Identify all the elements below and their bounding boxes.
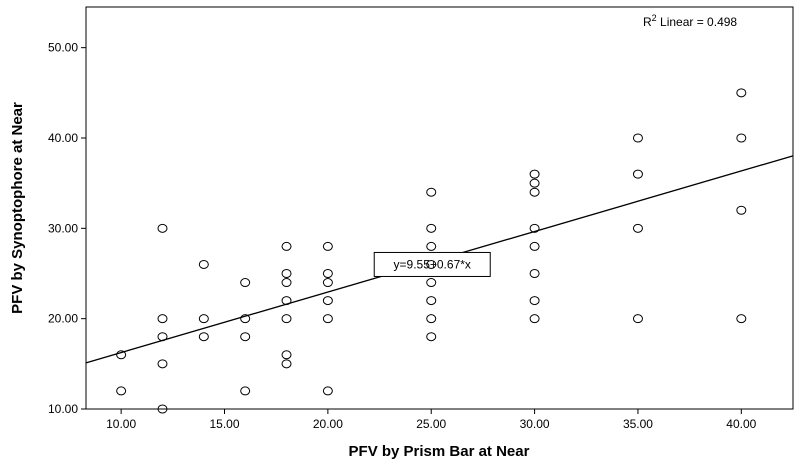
y-axis-title: PFV by Synoptophore at Near — [9, 102, 26, 314]
data-point — [736, 133, 747, 143]
data-point — [426, 223, 437, 233]
r-squared-sup: 2 — [652, 13, 657, 23]
data-point — [426, 314, 437, 324]
data-point — [529, 314, 540, 324]
y-tick-label: 40.00 — [48, 131, 78, 145]
x-tick-label: 40.00 — [726, 417, 756, 431]
data-point — [198, 259, 209, 269]
data-point — [281, 296, 292, 306]
x-axis-title: PFV by Prism Bar at Near — [349, 443, 530, 460]
data-point — [157, 314, 168, 324]
data-point — [240, 314, 251, 324]
data-point — [157, 223, 168, 233]
data-point — [157, 359, 168, 369]
data-point — [426, 332, 437, 342]
data-point — [736, 88, 747, 98]
data-point — [322, 386, 333, 396]
data-point — [529, 268, 540, 278]
data-point — [157, 332, 168, 342]
x-tick-label: 30.00 — [520, 417, 550, 431]
y-tick-label: 10.00 — [48, 402, 78, 416]
r-squared-label: R2 Linear = 0.498 — [643, 13, 737, 29]
data-point — [116, 350, 127, 360]
data-point — [529, 187, 540, 197]
data-point — [426, 241, 437, 251]
data-point — [632, 314, 643, 324]
x-tick-label: 15.00 — [209, 417, 239, 431]
data-point — [736, 205, 747, 215]
x-tick-label: 10.00 — [106, 417, 136, 431]
x-axis: 10.00 15.00 20.00 25.00 30.00 35.00 40.00 — [106, 409, 757, 431]
r-squared-prefix: R — [643, 15, 652, 29]
data-point — [632, 169, 643, 179]
data-point — [529, 296, 540, 306]
data-point — [529, 223, 540, 233]
data-point — [426, 278, 437, 288]
equation-label: y=9.55+0.67*x — [394, 257, 471, 271]
data-point — [322, 314, 333, 324]
data-point — [322, 296, 333, 306]
data-point — [426, 187, 437, 197]
y-axis: 10.00 20.00 30.00 40.00 50.00 — [48, 41, 86, 416]
data-point — [529, 241, 540, 251]
data-point — [322, 268, 333, 278]
data-point — [240, 386, 251, 396]
data-point — [322, 278, 333, 288]
data-point — [529, 178, 540, 188]
x-tick-label: 35.00 — [623, 417, 653, 431]
data-point — [281, 350, 292, 360]
y-tick-label: 50.00 — [48, 41, 78, 55]
y-tick-label: 30.00 — [48, 221, 78, 235]
plot-frame — [85, 6, 794, 410]
data-point — [240, 278, 251, 288]
data-point — [281, 314, 292, 324]
data-point — [281, 241, 292, 251]
data-point — [198, 332, 209, 342]
fit-line-group: y=9.55+0.67*x — [85, 155, 794, 364]
data-point — [529, 169, 540, 179]
x-tick-label: 25.00 — [416, 417, 446, 431]
r-squared-value: Linear = 0.498 — [657, 15, 738, 29]
scatter-points — [116, 88, 747, 414]
data-point — [736, 314, 747, 324]
data-point — [426, 296, 437, 306]
data-point — [322, 241, 333, 251]
data-point — [426, 259, 437, 269]
data-point — [116, 386, 127, 396]
data-point — [281, 278, 292, 288]
data-point — [632, 133, 643, 143]
data-point — [198, 314, 209, 324]
data-point — [281, 268, 292, 278]
data-point — [632, 223, 643, 233]
data-point — [281, 359, 292, 369]
data-point — [240, 332, 251, 342]
y-tick-label: 20.00 — [48, 312, 78, 326]
data-point — [157, 404, 168, 414]
x-tick-label: 20.00 — [313, 417, 343, 431]
equation-box — [373, 251, 491, 277]
